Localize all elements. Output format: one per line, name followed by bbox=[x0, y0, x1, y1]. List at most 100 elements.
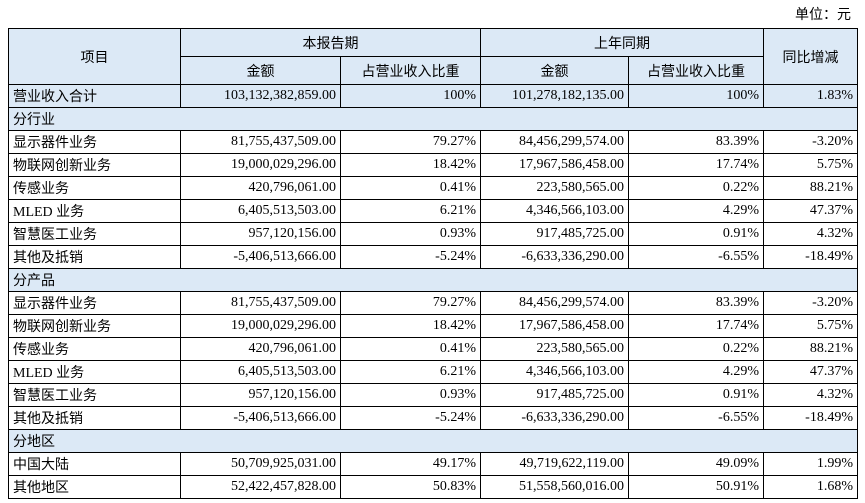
value-cell: 50,709,925,031.00 bbox=[180, 452, 341, 476]
value-cell: -18.49% bbox=[763, 406, 858, 430]
data-row: 显示器件业务 81,755,437,509.00 79.27% 84,456,299,… bbox=[8, 291, 858, 315]
value-cell: 4.32% bbox=[763, 383, 858, 407]
value-cell: 18.42% bbox=[340, 314, 481, 338]
value-cell: 0.93% bbox=[340, 222, 481, 246]
item-cell: 其他地区 bbox=[8, 475, 181, 499]
value-cell: 1.83% bbox=[763, 84, 858, 108]
item-cell: 传感业务 bbox=[8, 337, 181, 361]
value-cell: 84,456,299,574.00 bbox=[480, 130, 629, 154]
data-row: 物联网创新业务 19,000,029,296.00 18.42% 17,967,586… bbox=[8, 314, 858, 338]
header-cell: 金额 bbox=[180, 56, 341, 85]
value-cell: -6,633,336,290.00 bbox=[480, 406, 629, 430]
data-row: MLED 业务 6,405,513,503.00 6.21% 4,346,566,10… bbox=[8, 360, 858, 384]
value-cell: 6.21% bbox=[340, 360, 481, 384]
section-row: 分地区 bbox=[8, 429, 858, 453]
value-cell: 18.42% bbox=[340, 153, 481, 177]
header-row: 项目 本报告期 上年同期 同比增减 bbox=[8, 28, 858, 85]
header-cell: 占营业收入比重 bbox=[628, 56, 764, 85]
value-cell: 223,580,565.00 bbox=[480, 337, 629, 361]
value-cell: 6.21% bbox=[340, 199, 481, 223]
section-title: 分产品 bbox=[8, 268, 858, 292]
value-cell: 51,558,560,016.00 bbox=[480, 475, 629, 499]
value-cell: 4,346,566,103.00 bbox=[480, 199, 629, 223]
value-cell: 88.21% bbox=[763, 337, 858, 361]
item-cell: 传感业务 bbox=[8, 176, 181, 200]
value-cell: 19,000,029,296.00 bbox=[180, 314, 341, 338]
value-cell: -3.20% bbox=[763, 291, 858, 315]
value-cell: 17,967,586,458.00 bbox=[480, 314, 629, 338]
section-row: 分产品 bbox=[8, 268, 858, 292]
value-cell: 81,755,437,509.00 bbox=[180, 130, 341, 154]
revenue-table: 项目 本报告期 上年同期 同比增减 金额 占营业收入比重 金额 占营业收入比重 … bbox=[8, 28, 858, 499]
value-cell: 47.37% bbox=[763, 360, 858, 384]
value-cell: 4.29% bbox=[628, 199, 764, 223]
data-row: 营业收入合计 103,132,382,859.00 100% 101,278,182,… bbox=[8, 84, 858, 108]
header-cell: 同比增减 bbox=[763, 28, 858, 85]
item-cell: MLED 业务 bbox=[8, 199, 181, 223]
value-cell: 5.75% bbox=[763, 153, 858, 177]
data-row: 其他及抵销 -5,406,513,666.00 -5.24% -6,633,336,2… bbox=[8, 406, 858, 430]
value-cell: 0.91% bbox=[628, 383, 764, 407]
value-cell: 100% bbox=[340, 84, 481, 108]
item-cell: 智慧医工业务 bbox=[8, 383, 181, 407]
value-cell: 79.27% bbox=[340, 130, 481, 154]
value-cell: 420,796,061.00 bbox=[180, 337, 341, 361]
data-row: 智慧医工业务 957,120,156.00 0.93% 917,485,725.00 0… bbox=[8, 383, 858, 407]
section-row: 分行业 bbox=[8, 107, 858, 131]
value-cell: 49.09% bbox=[628, 452, 764, 476]
section-title: 分地区 bbox=[8, 429, 858, 453]
value-cell: 19,000,029,296.00 bbox=[180, 153, 341, 177]
value-cell: 4,346,566,103.00 bbox=[480, 360, 629, 384]
item-cell: 其他及抵销 bbox=[8, 406, 181, 430]
item-cell: 物联网创新业务 bbox=[8, 153, 181, 177]
value-cell: 49.17% bbox=[340, 452, 481, 476]
value-cell: -5.24% bbox=[340, 406, 481, 430]
value-cell: 101,278,182,135.00 bbox=[480, 84, 629, 108]
value-cell: -5.24% bbox=[340, 245, 481, 269]
value-cell: 50.83% bbox=[340, 475, 481, 499]
header-cell: 上年同期 bbox=[480, 28, 764, 57]
value-cell: 50.91% bbox=[628, 475, 764, 499]
item-cell: 显示器件业务 bbox=[8, 291, 181, 315]
value-cell: -18.49% bbox=[763, 245, 858, 269]
section-title: 分行业 bbox=[8, 107, 858, 131]
value-cell: -6.55% bbox=[628, 406, 764, 430]
value-cell: -6,633,336,290.00 bbox=[480, 245, 629, 269]
value-cell: 84,456,299,574.00 bbox=[480, 291, 629, 315]
data-row: MLED 业务 6,405,513,503.00 6.21% 4,346,566,10… bbox=[8, 199, 858, 223]
value-cell: 103,132,382,859.00 bbox=[180, 84, 341, 108]
value-cell: 917,485,725.00 bbox=[480, 222, 629, 246]
data-row: 显示器件业务 81,755,437,509.00 79.27% 84,456,299,… bbox=[8, 130, 858, 154]
header-row: 金额 占营业收入比重 金额 占营业收入比重 bbox=[9, 56, 858, 85]
data-row: 其他及抵销 -5,406,513,666.00 -5.24% -6,633,336,2… bbox=[8, 245, 858, 269]
value-cell: 957,120,156.00 bbox=[180, 383, 341, 407]
value-cell: 17,967,586,458.00 bbox=[480, 153, 629, 177]
value-cell: 1.99% bbox=[763, 452, 858, 476]
value-cell: 1.68% bbox=[763, 475, 858, 499]
value-cell: 49,719,622,119.00 bbox=[480, 452, 629, 476]
value-cell: 47.37% bbox=[763, 199, 858, 223]
data-row: 中国大陆 50,709,925,031.00 49.17% 49,719,622,11… bbox=[8, 452, 858, 476]
unit-label: 单位：元 bbox=[795, 8, 851, 23]
value-cell: 6,405,513,503.00 bbox=[180, 199, 341, 223]
value-cell: 957,120,156.00 bbox=[180, 222, 341, 246]
value-cell: -6.55% bbox=[628, 245, 764, 269]
value-cell: 0.41% bbox=[340, 337, 481, 361]
value-cell: 81,755,437,509.00 bbox=[180, 291, 341, 315]
data-row: 其他地区 52,422,457,828.00 50.83% 51,558,560,01… bbox=[8, 475, 858, 499]
header-cell: 项目 bbox=[8, 28, 181, 85]
data-row: 智慧医工业务 957,120,156.00 0.93% 917,485,725.00 0… bbox=[8, 222, 858, 246]
value-cell: 83.39% bbox=[628, 291, 764, 315]
item-cell: 营业收入合计 bbox=[8, 84, 181, 108]
value-cell: 0.41% bbox=[340, 176, 481, 200]
data-row: 传感业务 420,796,061.00 0.41% 223,580,565.00 0.2… bbox=[8, 337, 858, 361]
value-cell: 917,485,725.00 bbox=[480, 383, 629, 407]
header-cell: 本报告期 bbox=[180, 28, 481, 57]
header-cell: 金额 bbox=[480, 56, 629, 85]
value-cell: 4.32% bbox=[763, 222, 858, 246]
value-cell: 17.74% bbox=[628, 314, 764, 338]
value-cell: 0.22% bbox=[628, 337, 764, 361]
value-cell: 0.91% bbox=[628, 222, 764, 246]
value-cell: 79.27% bbox=[340, 291, 481, 315]
value-cell: -5,406,513,666.00 bbox=[180, 406, 341, 430]
